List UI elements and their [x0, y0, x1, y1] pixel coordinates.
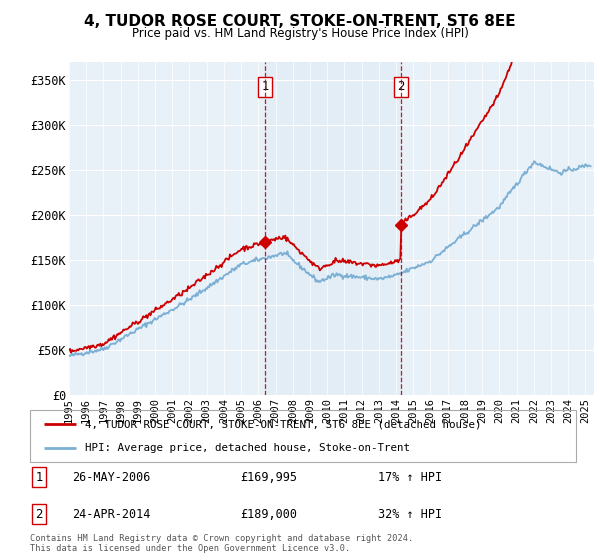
Text: 24-APR-2014: 24-APR-2014: [72, 507, 151, 521]
Text: 17% ↑ HPI: 17% ↑ HPI: [378, 470, 442, 484]
Text: 32% ↑ HPI: 32% ↑ HPI: [378, 507, 442, 521]
Text: 1: 1: [35, 470, 43, 484]
Text: 2: 2: [397, 80, 405, 94]
Text: Price paid vs. HM Land Registry's House Price Index (HPI): Price paid vs. HM Land Registry's House …: [131, 27, 469, 40]
Text: £169,995: £169,995: [240, 470, 297, 484]
Bar: [265, 62, 401, 395]
Text: 2: 2: [35, 507, 43, 521]
Text: Contains HM Land Registry data © Crown copyright and database right 2024.
This d: Contains HM Land Registry data © Crown c…: [30, 534, 413, 553]
Text: 4, TUDOR ROSE COURT, STOKE-ON-TRENT, ST6 8EE (detached house): 4, TUDOR ROSE COURT, STOKE-ON-TRENT, ST6…: [85, 419, 481, 430]
Text: HPI: Average price, detached house, Stoke-on-Trent: HPI: Average price, detached house, Stok…: [85, 443, 410, 453]
Text: 4, TUDOR ROSE COURT, STOKE-ON-TRENT, ST6 8EE: 4, TUDOR ROSE COURT, STOKE-ON-TRENT, ST6…: [84, 14, 516, 29]
Text: 26-MAY-2006: 26-MAY-2006: [72, 470, 151, 484]
Text: 1: 1: [262, 80, 269, 94]
Text: £189,000: £189,000: [240, 507, 297, 521]
